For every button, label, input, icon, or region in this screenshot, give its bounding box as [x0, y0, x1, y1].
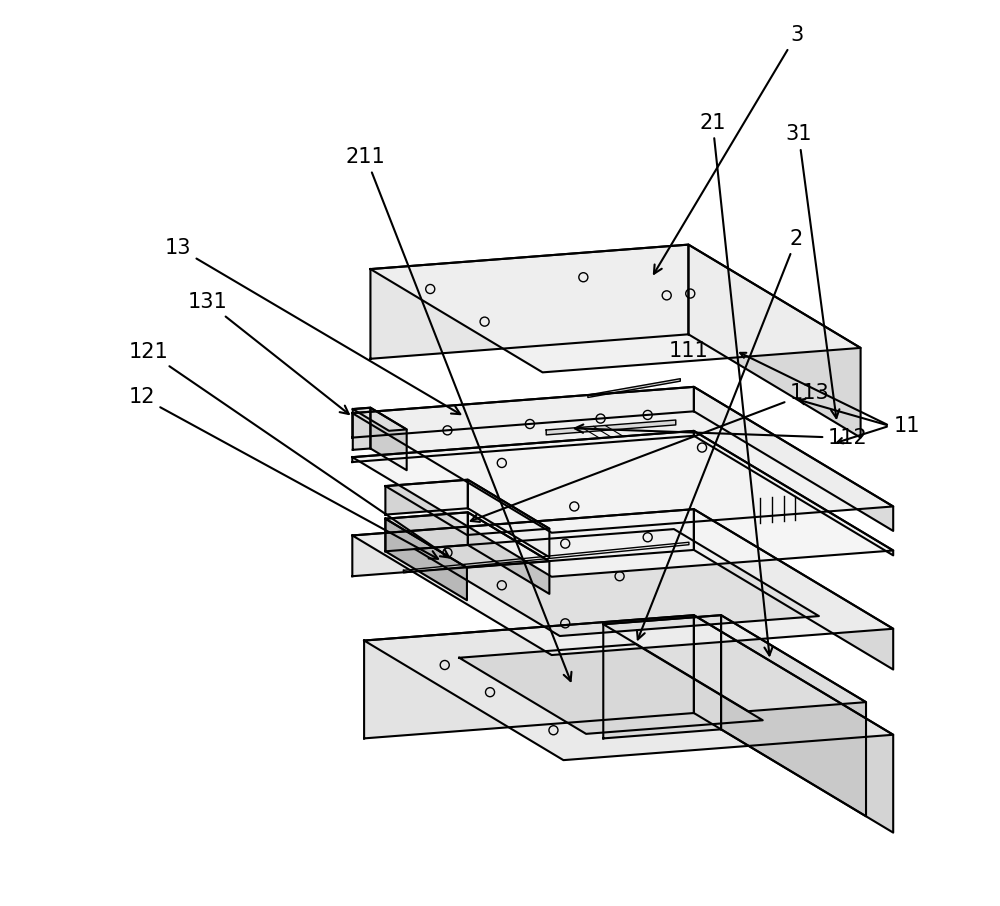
Polygon shape: [352, 387, 694, 438]
Polygon shape: [353, 408, 407, 431]
Polygon shape: [404, 542, 689, 573]
Polygon shape: [694, 509, 893, 670]
Text: 12: 12: [129, 387, 438, 559]
Polygon shape: [468, 513, 549, 594]
Polygon shape: [694, 615, 893, 833]
Polygon shape: [415, 529, 819, 636]
Text: 3: 3: [654, 24, 803, 274]
Polygon shape: [385, 480, 468, 515]
Polygon shape: [370, 245, 861, 372]
Polygon shape: [385, 513, 468, 551]
Polygon shape: [603, 615, 721, 738]
Polygon shape: [459, 644, 763, 734]
Text: 111: 111: [669, 341, 708, 361]
Polygon shape: [353, 408, 370, 449]
Text: 131: 131: [187, 292, 349, 414]
Polygon shape: [352, 387, 893, 533]
Polygon shape: [694, 387, 893, 531]
Polygon shape: [721, 615, 866, 816]
Text: 121: 121: [129, 342, 449, 557]
Polygon shape: [364, 615, 694, 738]
Text: 113: 113: [471, 382, 830, 522]
Polygon shape: [546, 420, 676, 435]
Polygon shape: [352, 431, 694, 462]
Polygon shape: [688, 245, 861, 438]
Polygon shape: [694, 431, 893, 555]
Polygon shape: [370, 245, 688, 359]
Text: 112: 112: [575, 425, 868, 448]
Polygon shape: [370, 408, 407, 470]
Polygon shape: [352, 509, 893, 655]
Polygon shape: [352, 431, 893, 577]
Text: 13: 13: [165, 237, 460, 414]
Polygon shape: [385, 518, 467, 600]
Text: 31: 31: [785, 124, 839, 418]
Text: 21: 21: [699, 112, 773, 655]
Text: 211: 211: [346, 147, 571, 681]
Polygon shape: [588, 379, 680, 398]
Polygon shape: [385, 480, 549, 535]
Text: 2: 2: [637, 228, 803, 640]
Polygon shape: [364, 615, 893, 760]
Polygon shape: [385, 513, 549, 567]
Polygon shape: [603, 615, 866, 711]
Polygon shape: [468, 480, 549, 557]
Text: 11: 11: [894, 416, 921, 436]
Polygon shape: [352, 509, 694, 576]
